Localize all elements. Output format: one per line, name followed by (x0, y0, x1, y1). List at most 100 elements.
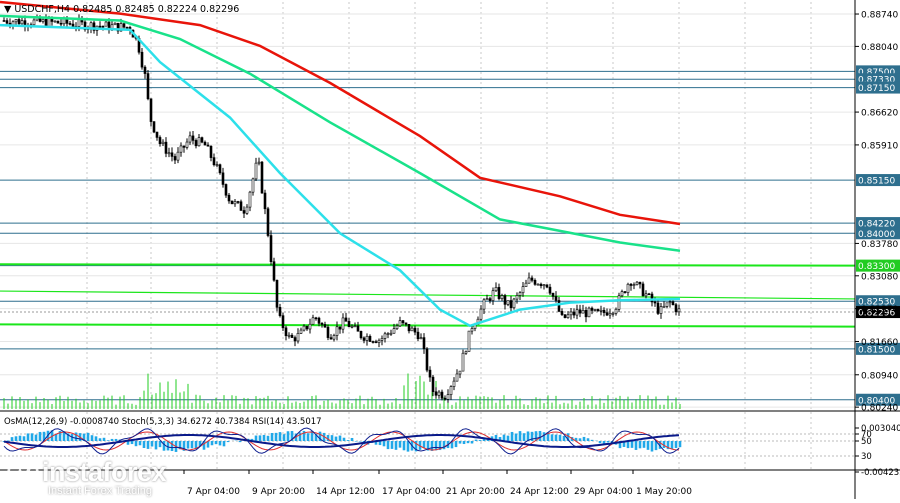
candle-body (269, 235, 273, 262)
candle-body (662, 306, 666, 308)
candle-body (647, 293, 651, 296)
level-label: 0.84000 (858, 230, 895, 240)
level-label-box (856, 81, 900, 94)
candle-body (155, 131, 159, 138)
candle-body (506, 300, 510, 305)
candle-body (350, 325, 354, 328)
candle-body (47, 18, 51, 27)
candle-body (608, 312, 612, 316)
candle-body (299, 329, 303, 334)
candle-body (527, 277, 531, 284)
candle-body (521, 286, 525, 294)
candle-body (182, 145, 186, 148)
candle-body (215, 164, 219, 166)
candle-body (479, 308, 483, 320)
candle-body (536, 283, 540, 286)
candle-body (209, 145, 213, 158)
level-label: 0.84220 (858, 220, 895, 230)
candle-body (335, 326, 339, 336)
y-tick-label: 0.80240 (861, 404, 898, 414)
candle-body (188, 135, 192, 143)
candle-body (326, 326, 330, 338)
candle-body (173, 156, 177, 161)
candle-body (587, 307, 591, 318)
candle-body (206, 144, 210, 147)
candle-body (278, 307, 282, 316)
candle-body (374, 341, 378, 343)
level-label: 0.83300 (858, 262, 895, 272)
candle-body (212, 157, 216, 166)
candle-body (398, 320, 402, 327)
candle-body (122, 23, 126, 28)
indicator-tick-label: 30 (861, 452, 872, 462)
candle-body (104, 21, 108, 27)
x-tick-label: 1 May 20:00 (636, 487, 692, 497)
candle-body (518, 292, 522, 296)
candle-body (542, 284, 546, 287)
level-label: 0.87150 (858, 84, 895, 94)
candle-body (515, 295, 519, 300)
y-tick-label: 0.88740 (861, 11, 898, 21)
candle-body (272, 261, 276, 281)
candle-body (362, 337, 366, 341)
candle-body (59, 22, 63, 25)
candle-body (176, 151, 180, 161)
candle-body (41, 19, 45, 22)
candle-body (302, 325, 306, 331)
candle-body (416, 331, 420, 340)
level-label: 0.80400 (858, 396, 895, 406)
candle-body (113, 22, 117, 26)
candle-body (293, 337, 297, 342)
level-label-box (856, 342, 900, 355)
candle-body (629, 283, 633, 286)
level-label-box (856, 306, 900, 319)
y-tick-label: 0.82370 (861, 305, 898, 315)
candle-body (401, 320, 405, 324)
candle-body (620, 291, 624, 297)
candle-body (533, 280, 537, 285)
candle-body (92, 22, 96, 31)
ma-red-line (0, 0, 681, 226)
candle-body (257, 161, 261, 164)
x-tick-label: 9 Apr 20:00 (252, 487, 305, 497)
candle-body (671, 301, 675, 305)
candle-body (569, 311, 573, 316)
channel-line (0, 290, 856, 300)
candle-body (20, 20, 24, 25)
candle-body (449, 386, 453, 395)
candle-body (197, 137, 201, 147)
candle-body (545, 284, 549, 288)
candle-body (260, 161, 264, 194)
candle-body (242, 210, 246, 214)
y-tick-label: 0.83780 (861, 240, 898, 250)
candle-body (614, 308, 618, 314)
ma-cyan-line (0, 23, 681, 328)
candle-body (632, 284, 636, 286)
candle-body (83, 21, 87, 30)
candle-body (464, 351, 468, 354)
candle-body (659, 306, 663, 314)
candle-body (590, 307, 594, 311)
candle-body (392, 328, 396, 334)
candle-body (503, 295, 507, 305)
indicator-tick-label: 0.003040 (861, 424, 900, 434)
x-tick-label: 29 Apr 04:00 (574, 487, 633, 497)
candle-body (53, 20, 57, 23)
candle-body (419, 337, 423, 340)
candle-body (548, 286, 552, 294)
candle-body (311, 317, 315, 325)
candle-body (14, 19, 18, 23)
candle-body (359, 331, 363, 339)
candle-body (230, 200, 234, 205)
candle-body (428, 369, 432, 378)
candle-body (44, 19, 48, 27)
candle-body (323, 324, 327, 328)
candle-body (2, 20, 6, 22)
candle-body (89, 22, 93, 29)
candle-body (485, 298, 489, 301)
candle-body (146, 73, 150, 100)
candle-body (470, 328, 474, 332)
candle-body (458, 370, 462, 375)
